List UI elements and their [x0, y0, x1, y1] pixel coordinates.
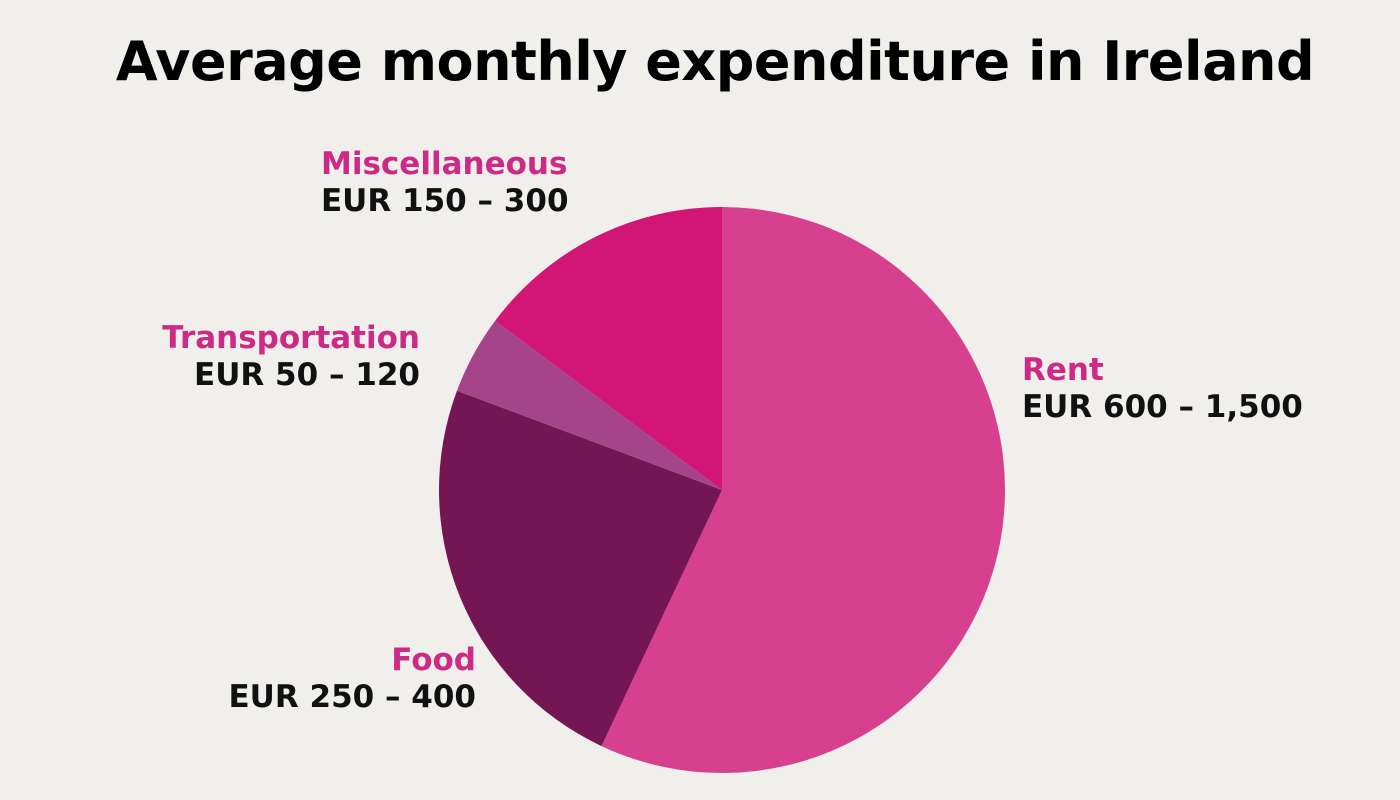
label-transportation: Transportation EUR 50 – 120 [162, 320, 420, 394]
label-transportation-category: Transportation [162, 320, 420, 356]
label-food: Food EUR 250 – 400 [228, 642, 476, 716]
label-transportation-value: EUR 50 – 120 [194, 357, 420, 394]
label-food-value: EUR 250 – 400 [228, 679, 476, 716]
pie-slice-rent [601, 207, 1005, 774]
label-miscellaneous-category: Miscellaneous [321, 146, 568, 182]
label-miscellaneous-value: EUR 150 – 300 [321, 183, 569, 220]
label-rent-value: EUR 600 – 1,500 [1022, 389, 1303, 426]
pie-slice-miscellaneous [495, 207, 722, 490]
label-rent: Rent EUR 600 – 1,500 [1022, 352, 1303, 426]
label-miscellaneous: Miscellaneous EUR 150 – 300 [321, 146, 569, 220]
chart-title: Average monthly expenditure in Ireland [115, 30, 1315, 93]
label-food-category: Food [391, 642, 476, 678]
pie-slice-transportation [456, 320, 722, 490]
label-rent-category: Rent [1022, 352, 1104, 388]
pie-slice-food [439, 390, 722, 747]
